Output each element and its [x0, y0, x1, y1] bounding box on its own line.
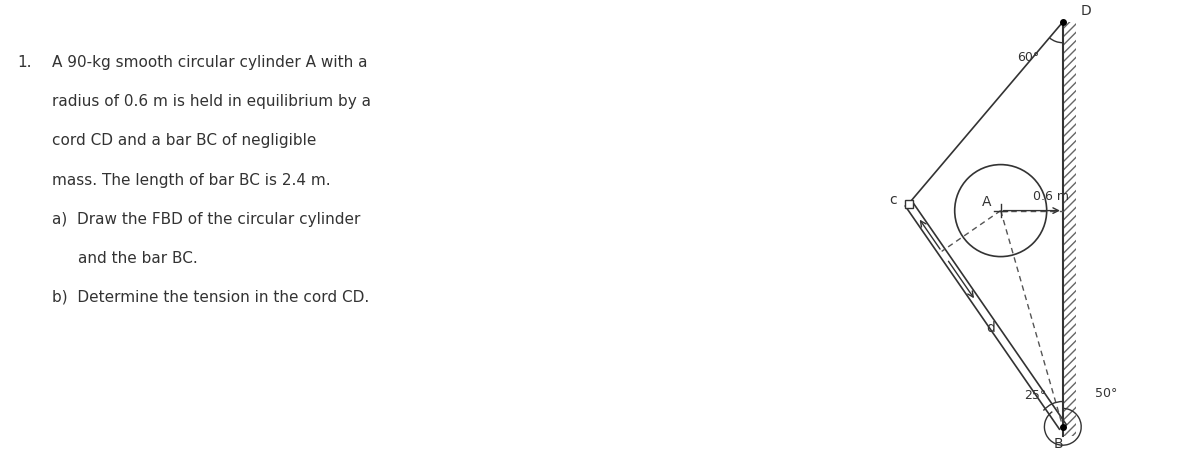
Text: 25°: 25°: [1024, 389, 1046, 402]
Text: cord CD and a bar BC of negligible: cord CD and a bar BC of negligible: [52, 133, 317, 148]
Text: 0.6 m: 0.6 m: [1033, 190, 1069, 203]
Text: mass. The length of bar BC is 2.4 m.: mass. The length of bar BC is 2.4 m.: [52, 172, 330, 187]
Text: A: A: [982, 195, 991, 209]
Text: A 90-kg smooth circular cylinder A with a: A 90-kg smooth circular cylinder A with …: [52, 55, 367, 70]
Text: 60°: 60°: [1018, 50, 1039, 63]
Text: 1.: 1.: [17, 55, 31, 70]
Text: a)  Draw the FBD of the circular cylinder: a) Draw the FBD of the circular cylinder: [52, 211, 360, 226]
Text: B: B: [1054, 436, 1063, 450]
Text: D: D: [1080, 5, 1091, 18]
Text: and the bar BC.: and the bar BC.: [78, 250, 198, 265]
Text: radius of 0.6 m is held in equilibrium by a: radius of 0.6 m is held in equilibrium b…: [52, 94, 371, 109]
Bar: [1063, 23, 1075, 436]
Text: d: d: [986, 321, 995, 335]
Text: 50°: 50°: [1096, 386, 1117, 399]
Text: b)  Determine the tension in the cord CD.: b) Determine the tension in the cord CD.: [52, 289, 370, 304]
Text: c: c: [889, 193, 898, 207]
Bar: [905, 200, 913, 208]
